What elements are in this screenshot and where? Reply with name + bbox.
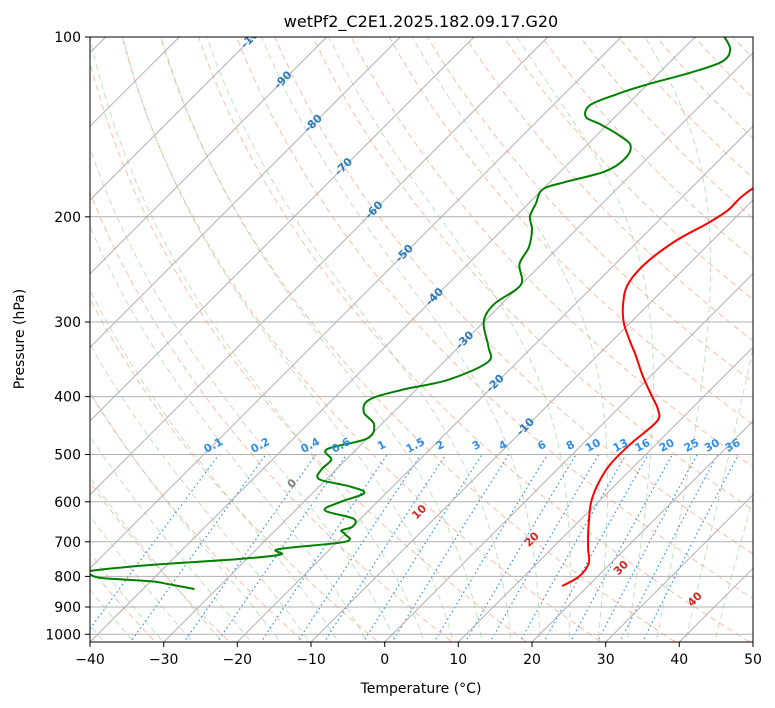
mixing-ratio-label: 20 bbox=[657, 436, 677, 455]
y-tick-label: 400 bbox=[54, 390, 81, 406]
dry-adiabat bbox=[312, 37, 753, 511]
x-tick-label: 10 bbox=[449, 652, 467, 668]
moist-adiabat bbox=[90, 476, 223, 642]
mixing-ratio-line bbox=[90, 454, 220, 630]
isotherm-line bbox=[90, 37, 401, 349]
y-tick-label: 100 bbox=[54, 30, 81, 46]
y-tick-label: 300 bbox=[54, 315, 81, 331]
moist-adiabat bbox=[90, 37, 426, 642]
dry-adiabat bbox=[274, 37, 753, 555]
isotherm-line bbox=[90, 37, 328, 275]
moist-adiabat bbox=[90, 225, 368, 642]
mixing-ratio-label: 30 bbox=[702, 436, 722, 455]
mixing-ratio-line bbox=[641, 454, 739, 642]
mixing-ratio-line bbox=[433, 454, 549, 642]
isotherm-line bbox=[531, 420, 753, 642]
y-tick-label: 700 bbox=[54, 535, 81, 551]
dry-adiabat bbox=[121, 37, 603, 642]
moist-adiabat bbox=[644, 37, 712, 642]
dry-adiabat bbox=[159, 37, 677, 642]
x-tick-label: −20 bbox=[223, 652, 253, 668]
dry-adiabat bbox=[236, 37, 753, 600]
isotherm-line bbox=[90, 37, 254, 201]
isotherm-line bbox=[90, 37, 622, 570]
chart-title: wetPf2_C2E1.2025.182.09.17.G20 bbox=[284, 12, 558, 32]
y-tick-label: 600 bbox=[54, 495, 81, 511]
moist-adiabat bbox=[411, 37, 609, 642]
dry-adiabat bbox=[90, 297, 380, 642]
mixing-ratio-label: 25 bbox=[682, 436, 702, 455]
mixing-ratio-line bbox=[296, 454, 422, 642]
dry-adiabat bbox=[90, 191, 454, 642]
dewpoint-profile-line bbox=[90, 37, 732, 591]
x-tick-label: 20 bbox=[523, 652, 541, 668]
moist-adiabat bbox=[160, 37, 483, 642]
y-tick-label: 200 bbox=[54, 210, 81, 226]
moist-adiabat bbox=[90, 588, 135, 642]
mixing-ratio-label: 36 bbox=[723, 436, 743, 455]
y-tick-label: 1000 bbox=[45, 627, 81, 643]
mixing-ratio-line bbox=[260, 454, 388, 642]
mixing-ratio-line bbox=[464, 454, 577, 642]
moist-adiabat bbox=[684, 345, 753, 642]
isotherm-line bbox=[163, 51, 753, 642]
mixing-ratio-label: 16 bbox=[633, 436, 653, 455]
moist-adiabat bbox=[90, 146, 397, 642]
isotherm-line bbox=[605, 493, 753, 642]
dry-adiabat bbox=[197, 37, 751, 642]
isotherm-line bbox=[384, 272, 753, 642]
plot-frame bbox=[89, 36, 754, 643]
moist-adiabat bbox=[90, 391, 281, 642]
x-tick-label: 30 bbox=[597, 652, 615, 668]
moist-adiabat bbox=[90, 288, 339, 642]
isotherm-line bbox=[90, 37, 475, 422]
isotherm-line bbox=[310, 199, 753, 642]
isotherm-line bbox=[457, 346, 753, 642]
dry-adiabat bbox=[90, 392, 305, 642]
mixing-ratio-label: 10 bbox=[583, 436, 603, 455]
mixing-ratio-line bbox=[519, 454, 627, 642]
mixing-ratio-line bbox=[323, 454, 447, 642]
x-tick-label: −30 bbox=[149, 652, 179, 668]
x-axis-label: Temperature (°C) bbox=[360, 681, 482, 697]
moist-adiabat bbox=[328, 37, 571, 642]
mixing-ratio-line bbox=[183, 454, 317, 642]
y-tick-label: 500 bbox=[54, 448, 81, 464]
y-tick-label: 800 bbox=[54, 569, 81, 585]
mixing-ratio-line bbox=[362, 454, 483, 642]
y-tick-label: 900 bbox=[54, 600, 81, 616]
x-tick-label: 50 bbox=[744, 652, 762, 668]
x-tick-label: −10 bbox=[296, 652, 326, 668]
x-tick-label: 40 bbox=[670, 652, 688, 668]
moist-adiabat bbox=[90, 435, 252, 642]
dry-adiabat bbox=[90, 60, 528, 642]
mixing-ratio-label: 13 bbox=[611, 436, 631, 455]
mixing-ratio-line bbox=[216, 454, 348, 642]
moist-adiabat bbox=[261, 37, 541, 642]
moist-adiabat bbox=[516, 37, 654, 642]
dry-adiabat bbox=[503, 37, 753, 301]
x-tick-label: −40 bbox=[75, 652, 105, 668]
moist-adiabat bbox=[90, 343, 310, 642]
y-axis-label: Pressure (hPa) bbox=[12, 289, 28, 389]
isotherm-line bbox=[236, 125, 753, 642]
moist-adiabat bbox=[206, 37, 512, 642]
isotherm-line bbox=[90, 37, 696, 642]
x-tick-label: 0 bbox=[380, 652, 389, 668]
temperature-profile-line bbox=[561, 187, 753, 587]
moist-adiabat bbox=[713, 496, 753, 642]
isotherm-line bbox=[90, 37, 549, 496]
moist-adiabat bbox=[122, 37, 454, 642]
mixing-ratio-line bbox=[619, 454, 719, 642]
